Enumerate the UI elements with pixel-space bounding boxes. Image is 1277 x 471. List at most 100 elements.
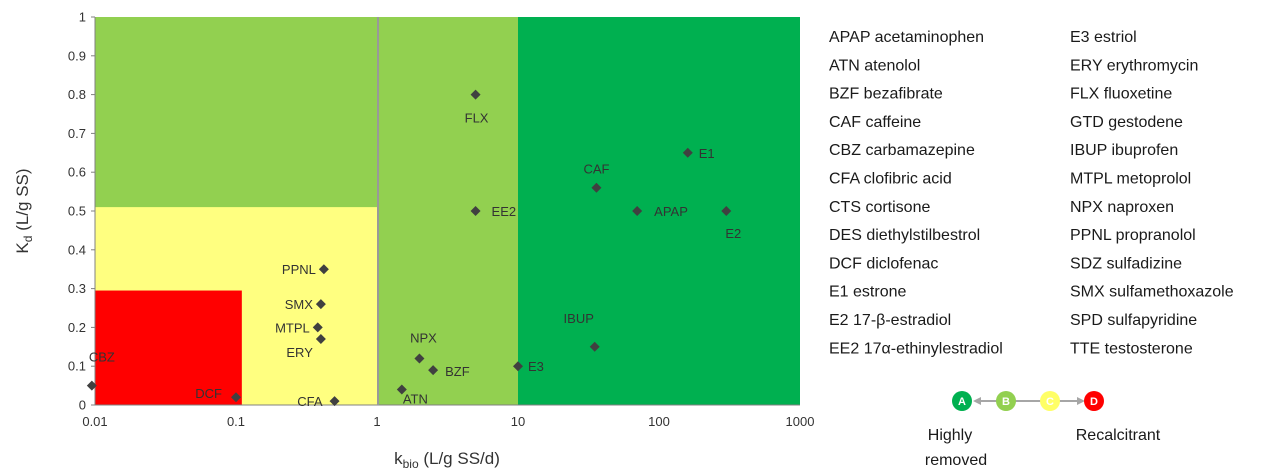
data-point-label: APAP — [654, 204, 688, 219]
zone-dark-green — [518, 17, 800, 405]
data-point-label: EE2 — [492, 204, 517, 219]
data-point-label: E3 — [528, 359, 544, 374]
x-tick-label: 1000 — [786, 414, 815, 429]
scale-left-caption-1: Highly — [928, 427, 972, 444]
x-tick-label: 100 — [648, 414, 670, 429]
data-point-marker — [315, 334, 326, 345]
data-point-marker — [329, 396, 340, 407]
scale-letter: B — [1002, 396, 1010, 408]
data-point-label: CBZ — [89, 350, 115, 365]
legend-entry: FLX fluoxetine — [1070, 86, 1172, 103]
data-point-marker — [591, 182, 602, 193]
x-tick-label: 10 — [511, 414, 525, 429]
scale-letter: A — [958, 396, 966, 408]
scale-left-caption-2: removed — [925, 452, 987, 469]
data-point-label: FLX — [465, 111, 489, 126]
data-point-label: IBUP — [564, 311, 594, 326]
y-ticks: 0 0.1 0.2 0.3 0.4 0.5 0.6 0.7 0.8 0.9 1 — [68, 10, 95, 413]
data-point-label: ATN — [403, 391, 428, 406]
legend-entry: E2 17-β-estradiol — [829, 312, 951, 329]
y-tick-label: 0.6 — [68, 165, 86, 180]
y-tick-label: 0.4 — [68, 242, 86, 257]
data-point-marker — [86, 380, 97, 391]
legend-entry: EE2 17α-ethinylestradiol — [829, 340, 1003, 357]
data-point-label: CAF — [583, 162, 609, 177]
data-point-marker — [428, 365, 439, 376]
y-tick-label: 0.5 — [68, 204, 86, 219]
x-tick-label: 0.01 — [82, 414, 107, 429]
y-tick-label: 0.1 — [68, 359, 86, 374]
legend-entry: APAP acetaminophen — [829, 29, 984, 46]
legend-entry: ATN atenolol — [829, 57, 920, 74]
y-tick-label: 0.3 — [68, 281, 86, 296]
data-point-label: SMX — [285, 297, 314, 312]
legend-entry: CFA clofibric acid — [829, 171, 952, 188]
y-tick-label: 0.8 — [68, 87, 86, 102]
removal-scale: A B C D Highly removed Recalcitrant — [925, 391, 1161, 469]
data-point-marker — [231, 392, 241, 403]
data-point-marker — [414, 353, 425, 364]
y-tick-label: 0.7 — [68, 126, 86, 141]
data-point-marker — [318, 264, 329, 275]
data-point-marker — [721, 206, 732, 216]
legend-entry: SDZ sulfadizine — [1070, 255, 1182, 272]
data-point-label: CFA — [297, 394, 323, 409]
x-ticks: 0.01 0.1 1 10 100 1000 — [82, 414, 814, 429]
legend-entry: BZF bezafibrate — [829, 86, 943, 103]
legend-entry: SMX sulfamethoxazole — [1070, 284, 1234, 301]
scale-circle-d — [1084, 391, 1104, 411]
x-tick-label: 1 — [373, 414, 380, 429]
scale-letter: C — [1046, 396, 1054, 408]
legend-entry: DCF diclofenac — [829, 255, 938, 272]
y-tick-label: 0 — [79, 398, 86, 413]
scale-circle-b — [996, 391, 1016, 411]
scale-right-caption: Recalcitrant — [1076, 427, 1161, 444]
data-point-marker — [312, 322, 323, 333]
legend-entry: E1 estrone — [829, 284, 906, 301]
y-tick-label: 0.2 — [68, 320, 86, 335]
scale-circle-a — [952, 391, 972, 411]
legend-entry: CAF caffeine — [829, 114, 921, 131]
legend-entry: SPD sulfapyridine — [1070, 312, 1197, 329]
legend-entry: TTE testosterone — [1070, 340, 1193, 357]
data-point-marker — [396, 384, 407, 395]
data-point-marker — [470, 89, 481, 100]
scale-arrow-right-head — [1077, 397, 1085, 405]
legend-entry: MTPL metoprolol — [1070, 171, 1191, 188]
y-tick-label: 0.9 — [68, 48, 86, 63]
legend-entry: GTD gestodene — [1070, 114, 1183, 131]
legend-entry: ERY erythromycin — [1070, 57, 1198, 74]
legend: APAP acetaminophen ATN atenolol BZF bezafi… — [829, 29, 1234, 357]
legend-entry: DES diethylstilbestrol — [829, 227, 980, 244]
data-point-label: DCF — [195, 386, 222, 401]
scale-letter: D — [1090, 396, 1098, 408]
data-point-label: PPNL — [282, 262, 316, 277]
x-tick-label: 0.1 — [227, 414, 245, 429]
data-point-label: MTPL — [275, 320, 310, 335]
scale-arrow-left-head — [973, 397, 981, 405]
data-point-marker — [682, 147, 693, 158]
legend-entry: E3 estriol — [1070, 29, 1137, 46]
data-point-label: E1 — [699, 146, 715, 161]
x-axis-title: kbio (L/g SS/d) — [394, 449, 500, 471]
data-point-marker — [470, 206, 481, 216]
y-axis-title: Kd (L/g SS) — [13, 168, 35, 253]
data-point-marker — [315, 299, 326, 310]
data-point-label: BZF — [445, 364, 470, 379]
zone-red — [95, 290, 242, 405]
legend-entry: PPNL propranolol — [1070, 227, 1196, 244]
data-point-label: E2 — [725, 226, 741, 241]
zones-layer — [95, 17, 800, 405]
data-point-marker — [632, 206, 643, 216]
data-point-marker — [589, 341, 600, 352]
y-tick-label: 1 — [79, 10, 86, 25]
legend-entry: NPX naproxen — [1070, 199, 1174, 216]
legend-entry: CTS cortisone — [829, 199, 930, 216]
data-point-label: ERY — [286, 345, 313, 360]
points-layer: CBZ DCF PPNL SMX MTPL ERY CFA ATN NPX BZF FLX EE2 E3… — [86, 89, 741, 409]
data-point-marker — [513, 361, 523, 372]
legend-entry: IBUP ibuprofen — [1070, 142, 1178, 159]
data-point-label: NPX — [410, 330, 437, 345]
scale-circle-c — [1040, 391, 1060, 411]
